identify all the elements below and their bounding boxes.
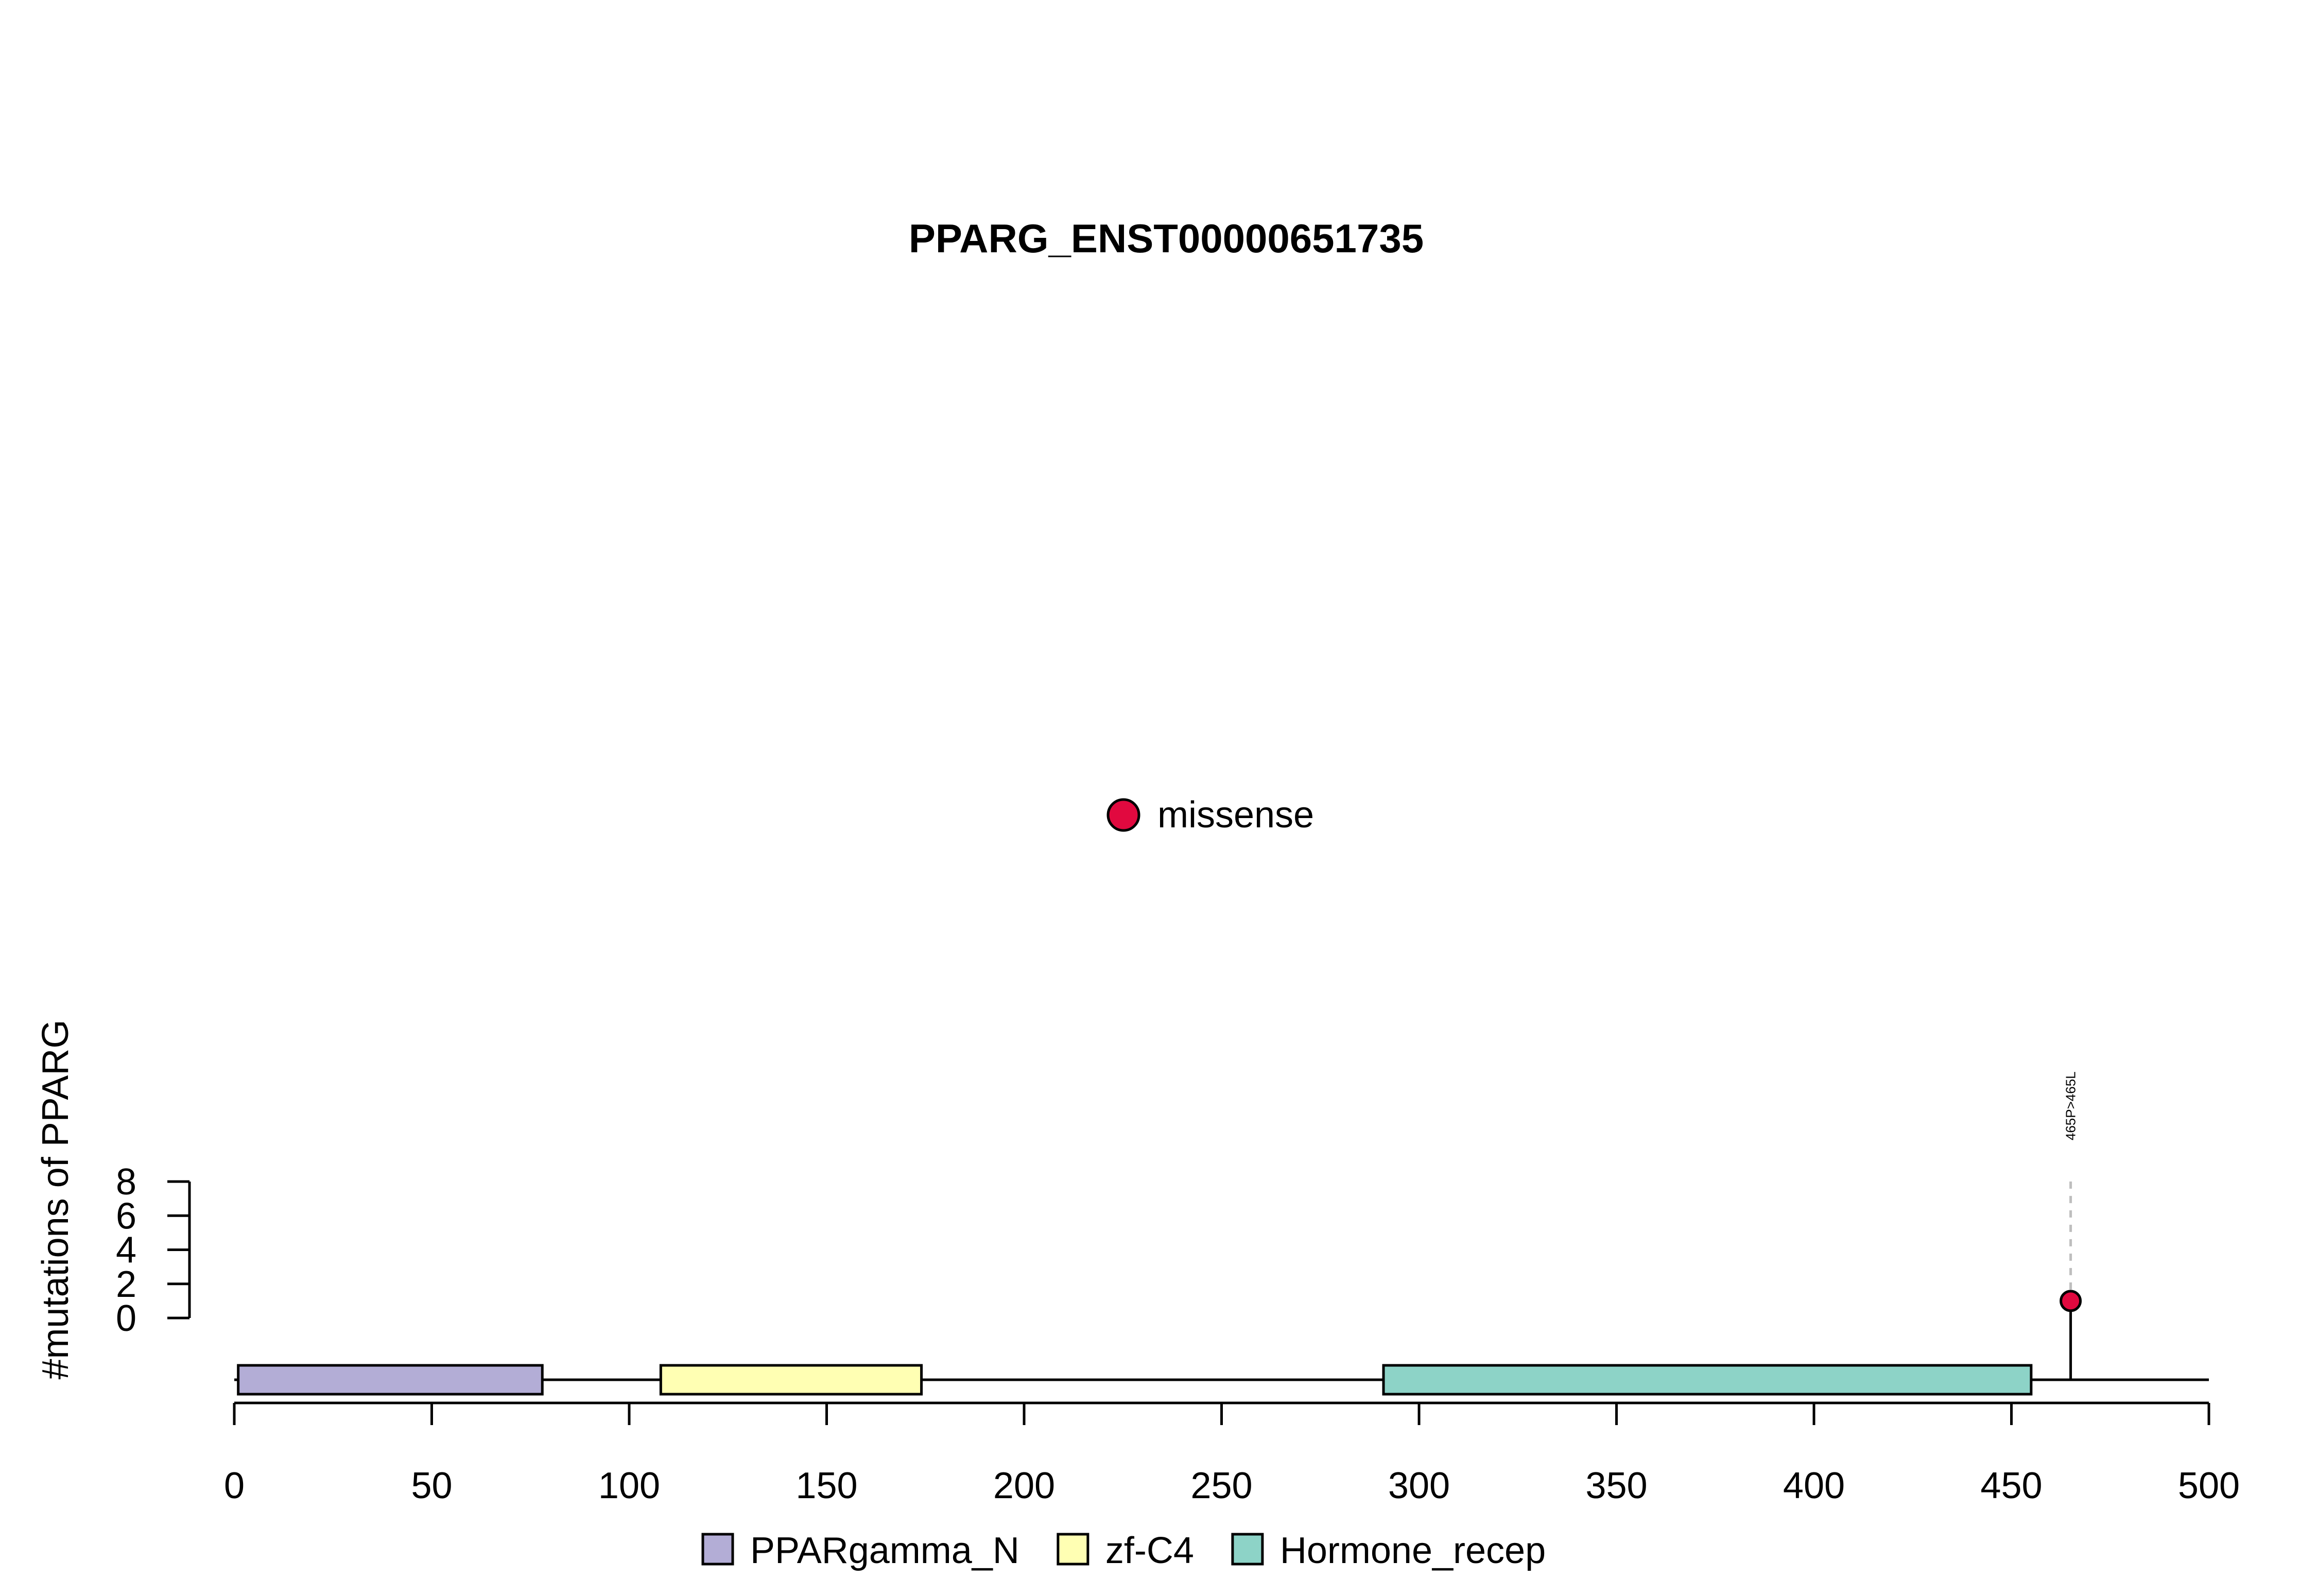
domain-boxes (237, 1364, 2033, 1396)
domain-legend-swatch (1057, 1533, 1090, 1566)
domain-legend-swatch (1231, 1533, 1264, 1566)
legend-missense-marker (1106, 798, 1140, 832)
y-tick-label: 2 (116, 1264, 136, 1305)
domain-box (1382, 1364, 2033, 1396)
domain-legend-label: Hormone_recep (1280, 1530, 1546, 1571)
domain-box (659, 1364, 923, 1396)
y-tick-label: 4 (116, 1230, 136, 1271)
domain-box (237, 1364, 544, 1396)
x-tick-label: 400 (1783, 1465, 1845, 1506)
mutation-label: 465P>465L (2063, 1071, 2079, 1140)
y-tick-label: 8 (116, 1161, 136, 1203)
y-axis-label: #mutations of PPARG (35, 1020, 76, 1380)
domain-legend-swatch (701, 1533, 734, 1566)
legend-missense-label: missense (1157, 794, 1314, 836)
domain-legend-label: PPARgamma_N (750, 1530, 1019, 1571)
mutation-point (2060, 1290, 2082, 1312)
x-tick-label: 200 (993, 1465, 1055, 1506)
chart-title: PPARG_ENST00000651735 (909, 216, 1424, 261)
y-tick-label: 0 (116, 1298, 136, 1339)
domain-legend: PPARgamma_N zf-C4 Hormone_recep (701, 1530, 1546, 1571)
x-tick-label: 450 (1980, 1465, 2042, 1506)
x-tick-label: 100 (598, 1465, 660, 1506)
x-tick-label: 500 (2178, 1465, 2240, 1506)
x-tick-label: 0 (224, 1465, 245, 1506)
x-tick-label: 300 (1388, 1465, 1450, 1506)
x-tick-label: 50 (411, 1465, 452, 1506)
x-axis: 0 50 100 150 200 250 300 350 400 450 500 (224, 1401, 2240, 1506)
mutation-lollipops: 465P>465L (2060, 1071, 2082, 1380)
y-tick-label: 6 (116, 1195, 136, 1237)
x-tick-label: 150 (796, 1465, 857, 1506)
x-tick-label: 250 (1190, 1465, 1252, 1506)
domain-legend-label: zf-C4 (1105, 1530, 1194, 1571)
mutation-legend: missense (1106, 794, 1314, 836)
x-tick-label: 350 (1585, 1465, 1647, 1506)
